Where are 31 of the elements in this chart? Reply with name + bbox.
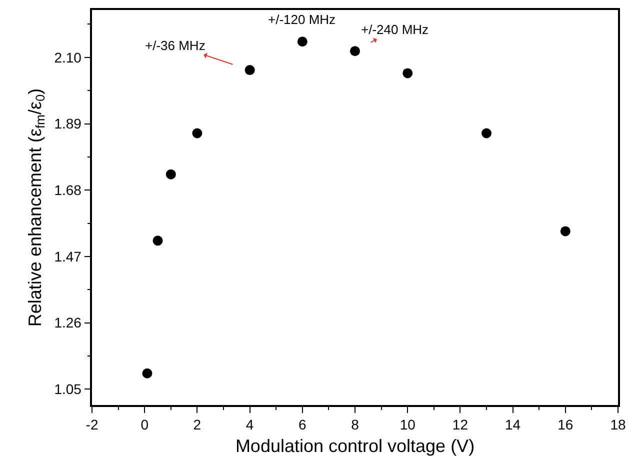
y-tick-label: 2.10 bbox=[54, 49, 82, 66]
point bbox=[192, 128, 202, 138]
point bbox=[402, 68, 413, 78]
point bbox=[152, 236, 163, 246]
x-tick-label: 4 bbox=[246, 416, 254, 433]
point bbox=[482, 128, 492, 138]
annotation: +/-240 MHz bbox=[361, 22, 429, 37]
point bbox=[142, 368, 152, 378]
annotation: +/-120 MHz bbox=[268, 12, 336, 27]
x-tick-label: -2 bbox=[86, 416, 98, 433]
x-tick-label: 16 bbox=[558, 416, 574, 433]
point bbox=[560, 226, 570, 236]
annotation: +/-36 MHz bbox=[145, 38, 206, 53]
point bbox=[166, 169, 176, 180]
y-tick-label: 1.05 bbox=[54, 381, 82, 398]
x-tick-label: 6 bbox=[298, 416, 306, 433]
point bbox=[297, 36, 308, 47]
x-tick-label: 8 bbox=[351, 416, 360, 433]
x-tick-label: 0 bbox=[140, 416, 149, 433]
x-axis-title: Modulation control voltage (V) bbox=[235, 436, 475, 456]
x-tick-label: 10 bbox=[400, 416, 416, 433]
y-tick-label: 1.47 bbox=[54, 248, 82, 264]
x-tick-label: 18 bbox=[610, 416, 626, 433]
y-tick-label: 1.89 bbox=[54, 116, 82, 132]
x-tick-label: 14 bbox=[505, 416, 521, 433]
x-tick-label: 12 bbox=[452, 416, 468, 433]
point bbox=[350, 46, 360, 56]
x-tick-label: 2 bbox=[193, 416, 202, 433]
point bbox=[244, 65, 255, 76]
y-tick-label: 1.26 bbox=[54, 314, 82, 331]
y-tick-label: 1.68 bbox=[54, 182, 82, 198]
